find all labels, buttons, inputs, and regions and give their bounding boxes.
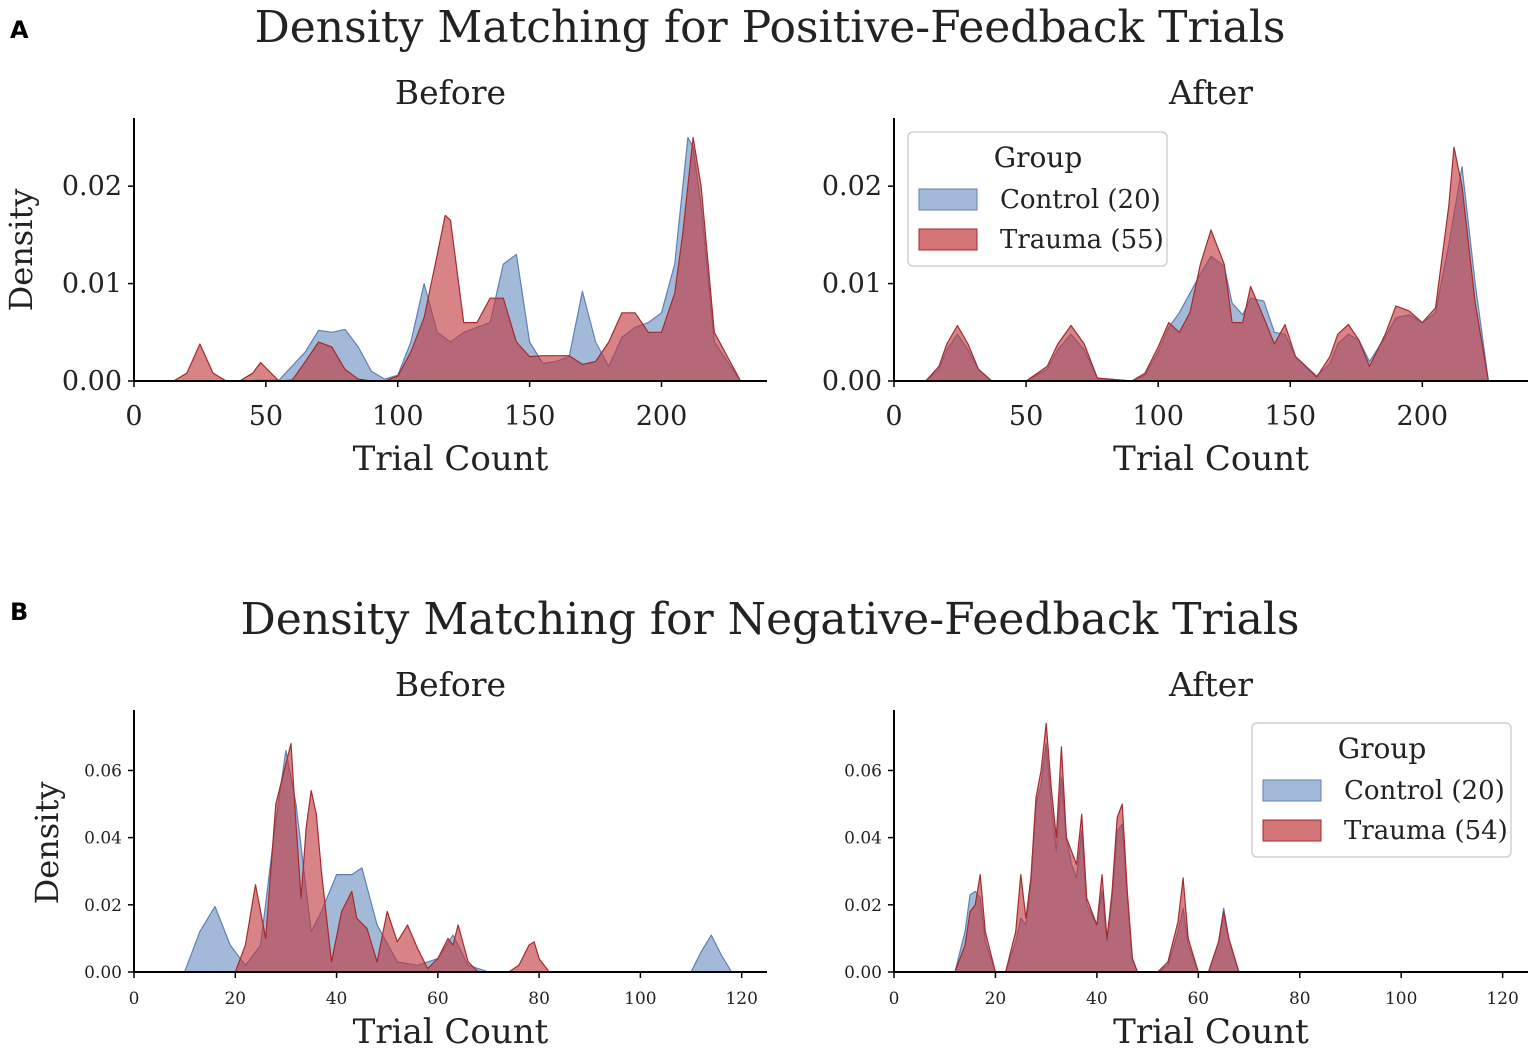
legend: Group Control (20) Trauma (54) bbox=[1251, 722, 1512, 858]
x-tick-label: 40 bbox=[1086, 989, 1108, 1009]
y-tick-label: 0.01 bbox=[822, 269, 882, 300]
x-tick-label: 20 bbox=[985, 989, 1007, 1009]
chart-title: Before bbox=[395, 73, 506, 112]
x-tick-label: 120 bbox=[725, 989, 757, 1009]
legend-swatch-trauma bbox=[1262, 819, 1322, 842]
legend-entry-label: Control (20) bbox=[1000, 185, 1161, 215]
x-tick-label: 40 bbox=[326, 989, 348, 1009]
panel-a-letter: A bbox=[10, 16, 29, 44]
x-tick-label: 80 bbox=[1289, 989, 1311, 1009]
x-tick-label: 0 bbox=[129, 989, 140, 1009]
panel-b-letter: B bbox=[10, 598, 28, 626]
y-tick-label: 0.00 bbox=[84, 963, 122, 983]
legend-entry-label: Trauma (55) bbox=[1000, 225, 1164, 255]
x-tick-label: 50 bbox=[1009, 401, 1043, 432]
legend-swatch-control bbox=[1262, 779, 1322, 802]
x-tick-label: 60 bbox=[1187, 989, 1209, 1009]
y-tick-label: 0.00 bbox=[62, 366, 122, 397]
x-axis-label: Trial Count bbox=[353, 1012, 549, 1050]
density-area-trauma bbox=[234, 743, 550, 973]
y-tick-label: 0.02 bbox=[62, 171, 122, 202]
density-area-trauma bbox=[954, 722, 1240, 973]
y-axis-label: Density bbox=[2, 189, 40, 312]
chart-title: After bbox=[1168, 73, 1253, 112]
x-tick-label: 100 bbox=[372, 401, 424, 432]
legend-swatch-trauma bbox=[918, 228, 978, 251]
x-tick-label: 100 bbox=[1132, 401, 1184, 432]
y-tick-label: 0.04 bbox=[844, 829, 882, 849]
panel-a-title: Density Matching for Positive-Feedback T… bbox=[254, 2, 1285, 53]
x-tick-label: 0 bbox=[885, 401, 902, 432]
y-tick-label: 0.00 bbox=[844, 963, 882, 983]
y-axis-label: Density bbox=[28, 782, 66, 905]
chart-pos_before: 0 50 100 150 200 0.00 0.01 0.02 Before Trial Coun… bbox=[2, 73, 767, 479]
x-tick-label: 150 bbox=[1264, 401, 1316, 432]
x-tick-label: 50 bbox=[249, 401, 283, 432]
x-tick-label: 100 bbox=[624, 989, 656, 1009]
x-tick-label: 0 bbox=[889, 989, 900, 1009]
x-tick-label: 100 bbox=[1385, 989, 1417, 1009]
x-tick-label: 200 bbox=[1397, 401, 1449, 432]
chart-neg_before: 0 20 40 60 80 100 120 0.00 0.02 0.04 0.06 Before Tri… bbox=[28, 665, 767, 1050]
density-area-trauma bbox=[925, 146, 1489, 382]
x-axis-label: Trial Count bbox=[353, 439, 549, 479]
legend-title: Group bbox=[994, 141, 1083, 174]
panel-b-title: Density Matching for Negative-Feedback T… bbox=[241, 594, 1300, 645]
y-tick-label: 0.01 bbox=[62, 269, 122, 300]
y-tick-label: 0.02 bbox=[84, 896, 122, 916]
y-tick-label: 0.02 bbox=[844, 896, 882, 916]
chart-neg_after: 0 20 40 60 80 100 120 0.00 0.02 0.04 0.06 After Tria… bbox=[844, 665, 1528, 1050]
y-tick-label: 0.04 bbox=[84, 829, 122, 849]
x-tick-label: 0 bbox=[125, 401, 142, 432]
x-tick-label: 60 bbox=[427, 989, 449, 1009]
x-tick-label: 200 bbox=[636, 401, 688, 432]
chart-title: Before bbox=[395, 665, 506, 704]
x-tick-label: 120 bbox=[1486, 989, 1518, 1009]
x-axis-label: Trial Count bbox=[1113, 439, 1309, 479]
y-tick-label: 0.06 bbox=[84, 761, 122, 781]
legend-entry-label: Control (20) bbox=[1344, 776, 1505, 806]
legend-entry-label: Trauma (54) bbox=[1344, 816, 1508, 846]
legend-title: Group bbox=[1338, 732, 1427, 765]
legend-swatch-control bbox=[918, 188, 978, 211]
density-area-trauma bbox=[172, 136, 742, 382]
y-tick-label: 0.06 bbox=[844, 761, 882, 781]
x-tick-label: 80 bbox=[528, 989, 550, 1009]
y-tick-label: 0.02 bbox=[822, 171, 882, 202]
chart-title: After bbox=[1168, 665, 1253, 704]
chart-pos_after: 0 50 100 150 200 0.00 0.01 0.02 After Trial Count… bbox=[822, 73, 1528, 479]
x-tick-label: 20 bbox=[224, 989, 246, 1009]
x-tick-label: 150 bbox=[504, 401, 556, 432]
y-tick-label: 0.00 bbox=[822, 366, 882, 397]
legend: Group Control (20) Trauma (55) bbox=[907, 131, 1168, 267]
x-axis-label: Trial Count bbox=[1113, 1012, 1309, 1050]
